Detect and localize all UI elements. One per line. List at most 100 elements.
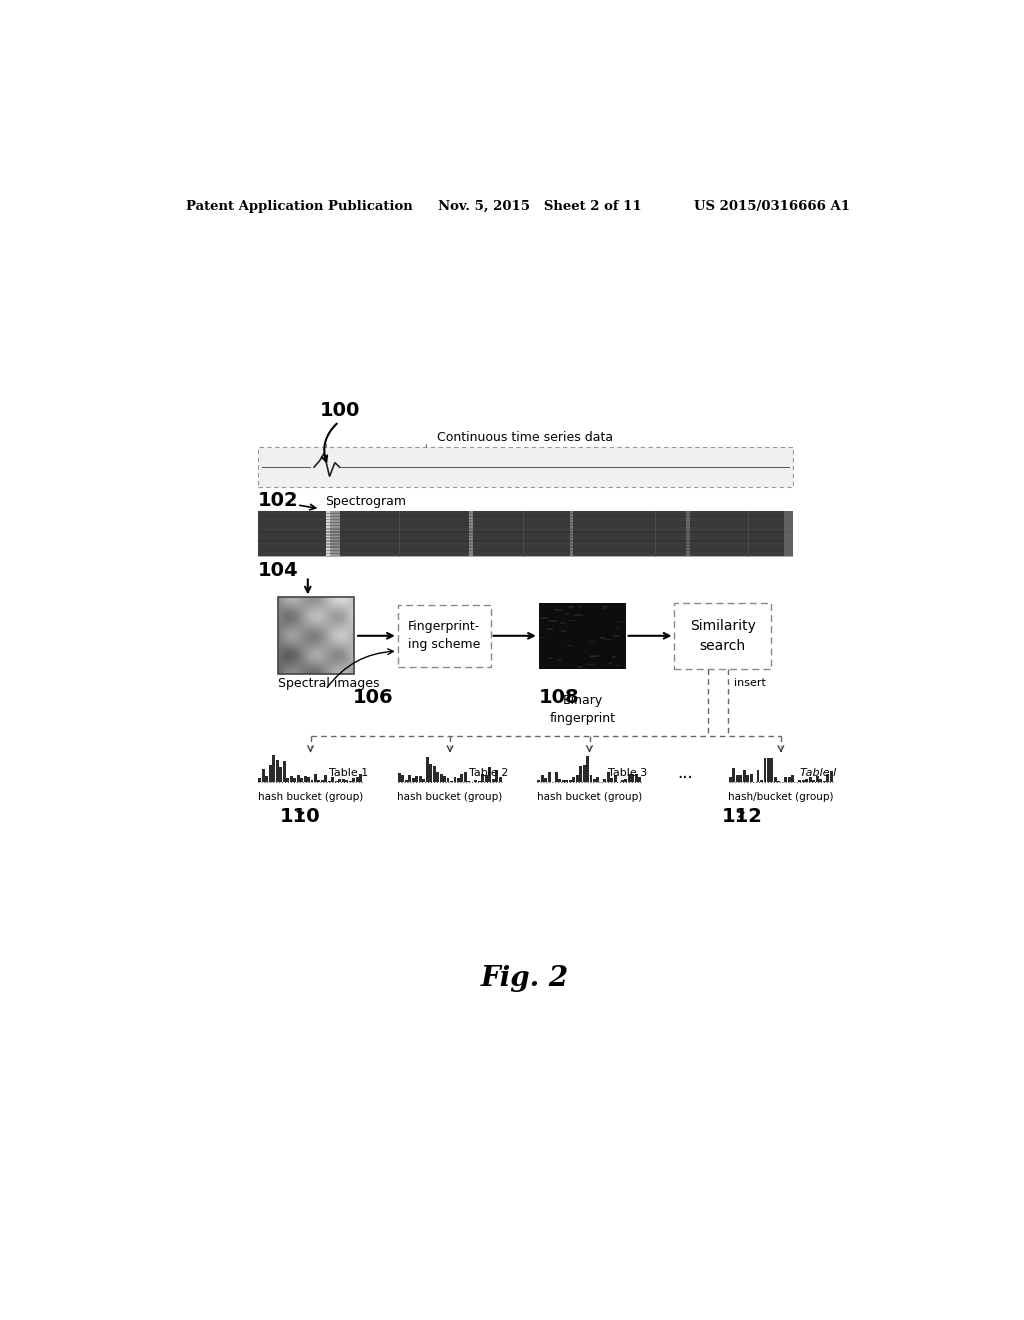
Bar bbox=[426, 756, 429, 781]
Bar bbox=[568, 619, 577, 622]
Text: Spectral images: Spectral images bbox=[278, 677, 379, 690]
Bar bbox=[572, 777, 575, 781]
Text: Spectrogram: Spectrogram bbox=[326, 495, 407, 508]
Bar bbox=[774, 776, 777, 781]
Bar bbox=[331, 511, 334, 556]
Bar bbox=[317, 780, 321, 781]
Bar bbox=[345, 780, 348, 781]
Bar bbox=[586, 756, 589, 781]
Bar bbox=[265, 776, 268, 781]
Bar bbox=[492, 779, 495, 781]
Bar bbox=[560, 622, 565, 624]
Bar bbox=[628, 774, 631, 781]
Bar bbox=[558, 779, 561, 781]
Bar bbox=[258, 512, 793, 515]
Bar bbox=[258, 779, 261, 781]
Bar bbox=[275, 760, 279, 781]
Bar bbox=[616, 665, 621, 667]
Bar bbox=[401, 775, 404, 781]
Bar bbox=[474, 780, 477, 781]
Bar bbox=[603, 607, 607, 609]
Bar bbox=[262, 768, 264, 781]
Text: hash bucket (group): hash bucket (group) bbox=[258, 792, 364, 803]
Bar bbox=[784, 777, 787, 781]
Bar bbox=[632, 774, 634, 781]
Bar bbox=[443, 776, 446, 781]
Bar bbox=[548, 657, 553, 659]
Bar bbox=[258, 531, 793, 533]
Bar bbox=[469, 511, 473, 556]
Bar bbox=[314, 774, 317, 781]
Bar bbox=[583, 764, 586, 781]
Text: Nov. 5, 2015   Sheet 2 of 11: Nov. 5, 2015 Sheet 2 of 11 bbox=[438, 199, 642, 213]
Text: 110: 110 bbox=[280, 808, 321, 826]
Bar bbox=[258, 556, 793, 557]
Text: Fingerprint-
ing scheme: Fingerprint- ing scheme bbox=[408, 620, 480, 651]
Bar bbox=[397, 772, 400, 781]
Bar bbox=[732, 768, 735, 781]
Text: Similarity
search: Similarity search bbox=[690, 619, 756, 652]
Bar bbox=[539, 636, 546, 639]
Bar bbox=[618, 620, 627, 622]
Bar bbox=[432, 766, 435, 781]
Bar bbox=[597, 777, 599, 781]
Bar bbox=[544, 779, 547, 781]
Text: insert: insert bbox=[734, 677, 766, 688]
Bar bbox=[464, 772, 467, 781]
Bar bbox=[539, 603, 626, 669]
Bar bbox=[603, 779, 606, 781]
Bar bbox=[574, 614, 583, 615]
Bar bbox=[300, 777, 303, 781]
Bar bbox=[538, 780, 541, 781]
Bar bbox=[586, 664, 595, 665]
Text: Binary
fingerprint: Binary fingerprint bbox=[550, 694, 615, 725]
Bar bbox=[356, 777, 358, 781]
Bar bbox=[735, 775, 738, 781]
Bar bbox=[787, 776, 791, 781]
Bar bbox=[488, 767, 492, 781]
Text: 104: 104 bbox=[258, 561, 299, 579]
Bar bbox=[258, 537, 793, 539]
Bar bbox=[616, 628, 620, 630]
Bar bbox=[578, 606, 582, 607]
Bar bbox=[561, 631, 566, 632]
Bar bbox=[541, 775, 544, 781]
Bar bbox=[481, 774, 484, 781]
Bar bbox=[612, 635, 620, 636]
Bar bbox=[258, 544, 793, 545]
Text: Fig. 2: Fig. 2 bbox=[480, 965, 569, 991]
Bar bbox=[439, 775, 442, 781]
Bar bbox=[409, 775, 411, 781]
Text: Continuous time series data: Continuous time series data bbox=[437, 430, 612, 444]
Text: US 2015/0316666 A1: US 2015/0316666 A1 bbox=[693, 199, 850, 213]
Bar bbox=[638, 776, 641, 781]
Bar bbox=[604, 639, 612, 640]
Bar bbox=[777, 780, 780, 781]
Bar bbox=[258, 519, 793, 520]
Bar bbox=[415, 776, 418, 781]
Bar bbox=[467, 780, 470, 781]
Text: Table 1: Table 1 bbox=[330, 768, 369, 777]
Bar bbox=[809, 777, 812, 781]
Bar bbox=[310, 780, 313, 781]
Bar bbox=[600, 638, 605, 639]
Bar bbox=[575, 775, 579, 781]
Bar bbox=[557, 659, 561, 661]
Bar bbox=[554, 610, 561, 611]
Bar bbox=[334, 511, 340, 556]
Bar bbox=[625, 779, 628, 781]
Bar bbox=[764, 759, 767, 781]
Bar bbox=[577, 667, 583, 668]
Bar bbox=[742, 770, 745, 781]
Text: 108: 108 bbox=[539, 688, 580, 708]
Bar bbox=[332, 776, 335, 781]
Bar bbox=[499, 777, 502, 781]
Text: hash/bucket (group): hash/bucket (group) bbox=[728, 792, 834, 803]
Bar bbox=[429, 764, 432, 781]
Bar bbox=[799, 780, 802, 781]
Bar bbox=[359, 774, 362, 781]
Bar bbox=[258, 511, 793, 556]
Bar bbox=[258, 549, 793, 552]
Bar bbox=[792, 775, 795, 781]
Bar bbox=[609, 663, 612, 664]
